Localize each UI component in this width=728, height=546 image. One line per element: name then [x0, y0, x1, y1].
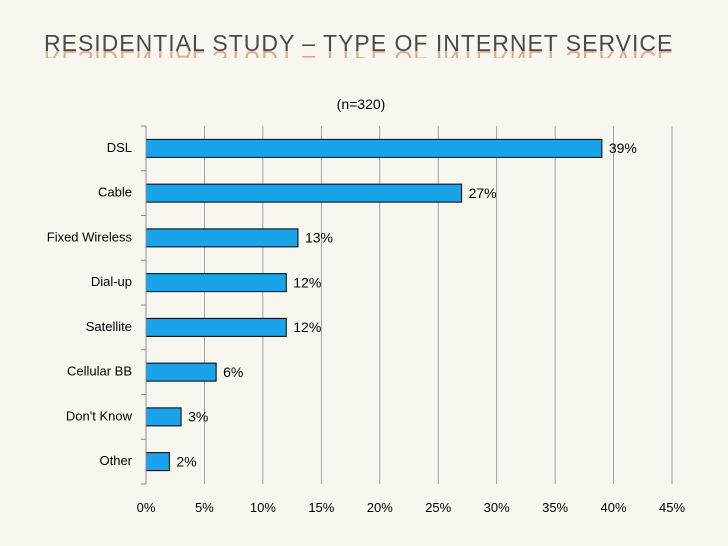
bar — [145, 183, 463, 203]
bar — [145, 273, 287, 293]
bars — [145, 138, 603, 472]
x-tick-label: 15% — [308, 500, 334, 515]
x-tick-label: 45% — [659, 500, 685, 515]
bar — [145, 452, 170, 472]
x-tick-label: 25% — [425, 500, 451, 515]
chart-title: (n=320) — [337, 96, 386, 112]
x-tick-label: 5% — [195, 500, 214, 515]
category-label: Cable — [98, 185, 132, 200]
data-label: 2% — [176, 453, 196, 469]
data-label: 6% — [223, 364, 243, 380]
slide-title: RESIDENTIAL STUDY – TYPE OF INTERNET SER… — [44, 30, 674, 56]
x-tick-label: 0% — [137, 500, 156, 515]
x-tick-label: 30% — [484, 500, 510, 515]
bar — [145, 362, 217, 382]
data-label: 13% — [305, 230, 333, 246]
bar — [145, 138, 603, 158]
data-label: 27% — [469, 185, 497, 201]
category-label: DSL — [107, 140, 132, 155]
grid-lines — [204, 126, 673, 484]
data-label: 39% — [609, 140, 637, 156]
category-label: Fixed Wireless — [47, 229, 133, 244]
x-tick-label: 35% — [542, 500, 568, 515]
category-label: Dial-up — [91, 274, 132, 289]
x-tick-label: 40% — [601, 500, 627, 515]
bar — [145, 228, 299, 248]
data-label: 3% — [188, 409, 208, 425]
category-label: Don't Know — [66, 408, 133, 423]
category-label: Other — [99, 453, 132, 468]
data-label: 12% — [293, 274, 321, 290]
category-label: Cellular BB — [67, 364, 132, 379]
x-tick-label: 10% — [250, 500, 276, 515]
data-label: 12% — [293, 319, 321, 335]
axes — [141, 125, 147, 485]
category-label: Satellite — [86, 319, 132, 334]
bar — [145, 317, 287, 337]
labels: 0% 5% 10% 15% 20% 25% 30% 35% 40% 45% DSL 39% Cable 2… — [47, 140, 686, 515]
x-tick-label: 20% — [367, 500, 393, 515]
bar — [145, 407, 182, 427]
